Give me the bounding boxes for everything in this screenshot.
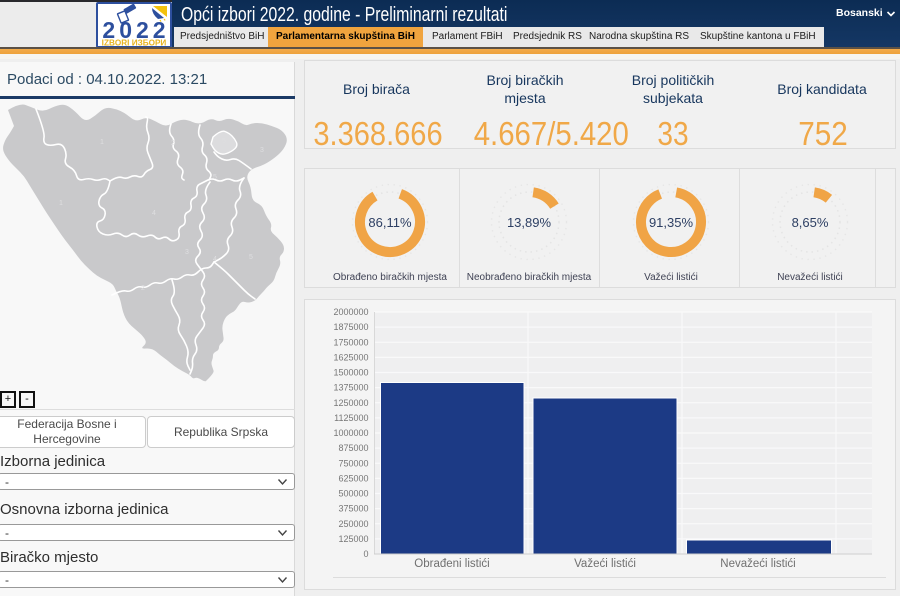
svg-text:5: 5 bbox=[222, 138, 226, 145]
svg-text:1250000: 1250000 bbox=[333, 398, 368, 408]
svg-text:2: 2 bbox=[141, 285, 145, 292]
svg-text:0: 0 bbox=[363, 549, 368, 559]
svg-text:13,89%: 13,89% bbox=[507, 215, 552, 230]
svg-text:8,65%: 8,65% bbox=[792, 215, 829, 230]
svg-text:250000: 250000 bbox=[338, 519, 368, 529]
svg-text:IZBORI ИЗБОРИ: IZBORI ИЗБОРИ bbox=[102, 39, 167, 47]
svg-text:1875000: 1875000 bbox=[333, 322, 368, 332]
svg-text:Važeći listići: Važeći listići bbox=[644, 272, 698, 283]
svg-text:Obrađeni listići: Obrađeni listići bbox=[414, 558, 489, 570]
svg-text:1375000: 1375000 bbox=[333, 383, 368, 393]
svg-text:5: 5 bbox=[213, 174, 217, 181]
svg-text:3: 3 bbox=[185, 249, 189, 256]
svg-text:1625000: 1625000 bbox=[333, 352, 368, 362]
svg-text:1750000: 1750000 bbox=[333, 337, 368, 347]
svg-text:Obrađeno biračkih mjesta: Obrađeno biračkih mjesta bbox=[333, 272, 447, 283]
svg-text:2022: 2022 bbox=[102, 17, 169, 43]
svg-text:625000: 625000 bbox=[338, 473, 368, 483]
svg-text:2000000: 2000000 bbox=[333, 307, 368, 317]
svg-text:750000: 750000 bbox=[338, 458, 368, 468]
svg-text:1125000: 1125000 bbox=[334, 413, 368, 423]
svg-text:Važeći listići: Važeći listići bbox=[574, 558, 636, 570]
svg-text:4: 4 bbox=[213, 256, 217, 263]
svg-text:Neobrađeno biračkih mjesta: Neobrađeno biračkih mjesta bbox=[467, 272, 592, 283]
svg-text:2: 2 bbox=[171, 140, 175, 147]
svg-text:1: 1 bbox=[100, 139, 104, 146]
svg-text:875000: 875000 bbox=[338, 443, 368, 453]
svg-text:1: 1 bbox=[59, 200, 63, 207]
svg-text:Nevažeći listići: Nevažeći listići bbox=[720, 558, 795, 570]
svg-text:86,11%: 86,11% bbox=[368, 215, 412, 230]
svg-text:125000: 125000 bbox=[338, 534, 368, 544]
svg-text:91,35%: 91,35% bbox=[649, 215, 694, 230]
svg-text:4: 4 bbox=[152, 210, 156, 217]
svg-text:375000: 375000 bbox=[338, 504, 368, 514]
svg-text:3: 3 bbox=[260, 147, 264, 154]
svg-text:1000000: 1000000 bbox=[333, 428, 368, 438]
svg-text:500000: 500000 bbox=[338, 489, 368, 499]
svg-text:1500000: 1500000 bbox=[333, 368, 368, 378]
svg-text:Nevažeći listići: Nevažeći listići bbox=[777, 272, 843, 283]
svg-text:5: 5 bbox=[249, 254, 253, 261]
